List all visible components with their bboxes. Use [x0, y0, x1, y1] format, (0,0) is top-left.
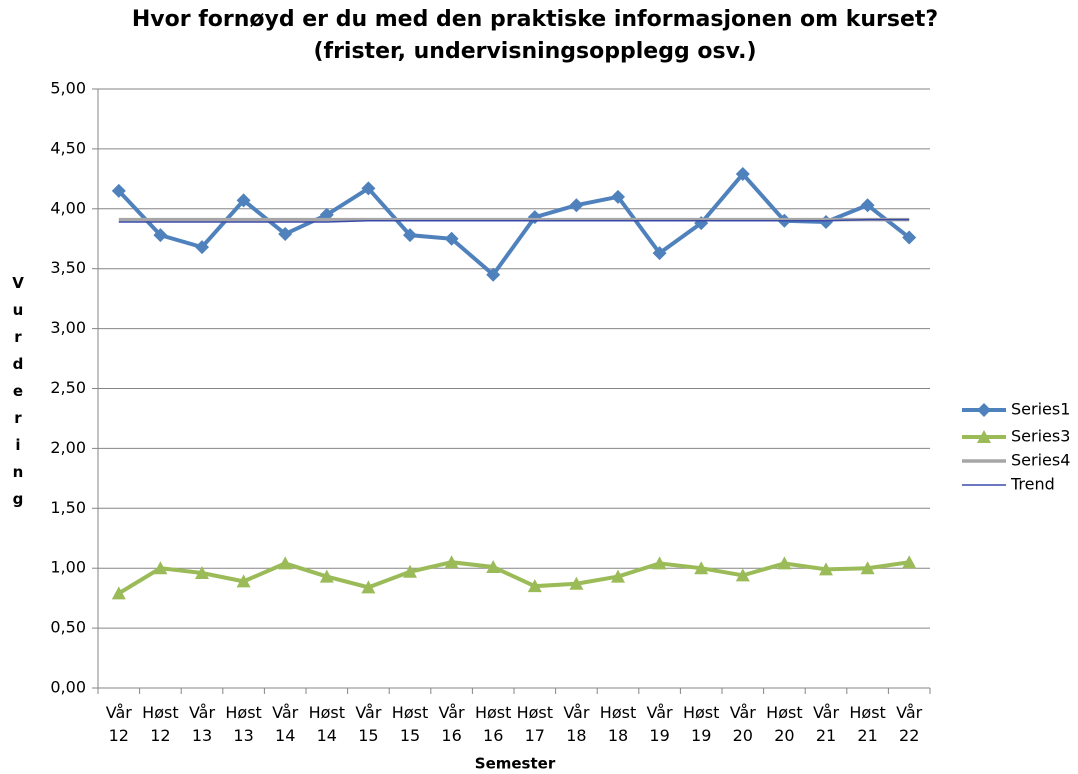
- marker: [902, 555, 917, 569]
- legend-label: Series1: [1011, 400, 1070, 419]
- x-tick-label: Vår 16: [439, 703, 466, 745]
- x-tick-label: Vår 12: [106, 703, 133, 745]
- chart-title: Hvor fornøyd er du med den praktiske inf…: [132, 7, 938, 32]
- x-tick-label: Høst 21: [849, 703, 885, 745]
- marker: [444, 231, 459, 246]
- x-tick-label: Høst 17: [517, 703, 553, 745]
- marker: [278, 226, 293, 241]
- series-0: [111, 167, 917, 282]
- marker: [652, 556, 667, 570]
- series-1: [111, 555, 917, 600]
- x-tick-label: Høst 16: [475, 703, 511, 745]
- marker: [153, 561, 168, 575]
- marker: [611, 189, 625, 204]
- marker: [403, 228, 417, 243]
- y-tick-label: 0,00: [50, 678, 86, 697]
- y-tick-label: 0,50: [50, 618, 86, 637]
- y-tick-label: 2,00: [50, 438, 86, 457]
- series-line: [118, 218, 910, 223]
- y-tick-label: 4,00: [50, 198, 86, 217]
- marker: [319, 569, 334, 583]
- series-line: [117, 171, 911, 278]
- legend-label: Series4: [1011, 451, 1070, 470]
- series-3: [118, 218, 910, 223]
- x-tick-label: Vår 18: [563, 703, 590, 745]
- x-tick-label: Høst 15: [392, 703, 428, 745]
- marker: [777, 556, 792, 570]
- x-tick-label: Vår 20: [730, 703, 757, 745]
- marker: [527, 579, 542, 593]
- x-tick-label: Vår 14: [272, 703, 299, 745]
- marker: [860, 198, 875, 213]
- x-tick-label: Vår 13: [189, 703, 216, 745]
- x-tick-label: Høst 18: [600, 703, 636, 745]
- marker: [153, 228, 168, 243]
- y-tick-label: 3,50: [50, 258, 86, 277]
- y-tick-label: 5,00: [50, 79, 86, 98]
- marker: [111, 183, 126, 198]
- marker: [819, 562, 833, 576]
- marker: [569, 576, 584, 590]
- legend-label: Series3: [1011, 427, 1070, 446]
- x-tick-label: Vår 21: [813, 703, 840, 745]
- marker: [902, 230, 917, 245]
- marker: [611, 569, 625, 583]
- series-line: [117, 560, 910, 596]
- legend-marker: [977, 430, 991, 443]
- x-tick-label: Vår 22: [896, 703, 923, 745]
- marker: [111, 586, 126, 600]
- x-tick-label: Høst 12: [142, 703, 178, 745]
- x-tick-label: Høst 14: [309, 703, 345, 745]
- marker: [694, 561, 709, 575]
- marker: [652, 246, 667, 261]
- chart-subtitle: (frister, undervisningsopplegg osv.): [313, 39, 756, 64]
- marker: [361, 580, 376, 594]
- legend-label: Trend: [1010, 475, 1055, 494]
- x-tick-label: Høst 20: [766, 703, 802, 745]
- marker: [403, 564, 417, 578]
- marker: [860, 561, 875, 575]
- y-tick-label: 1,00: [50, 558, 86, 577]
- x-axis-label: Semester: [475, 755, 556, 773]
- marker: [569, 198, 584, 213]
- x-tick-label: Høst 19: [683, 703, 719, 745]
- marker: [735, 568, 750, 582]
- y-tick-label: 3,00: [50, 318, 86, 337]
- y-tick-label: 1,50: [50, 498, 86, 517]
- marker: [735, 167, 750, 182]
- x-tick-label: Høst 13: [225, 703, 261, 745]
- marker: [236, 574, 251, 588]
- marker: [195, 565, 209, 579]
- y-tick-label: 2,50: [50, 378, 86, 397]
- marker: [486, 267, 501, 282]
- marker: [486, 560, 501, 574]
- legend-marker: [977, 403, 991, 417]
- marker: [195, 240, 209, 255]
- x-tick-label: Vår 19: [647, 703, 674, 745]
- marker: [361, 181, 376, 196]
- marker: [444, 555, 459, 569]
- y-tick-label: 4,50: [50, 138, 86, 157]
- marker: [278, 556, 293, 570]
- x-tick-label: Vår 15: [355, 703, 382, 745]
- marker: [236, 193, 251, 208]
